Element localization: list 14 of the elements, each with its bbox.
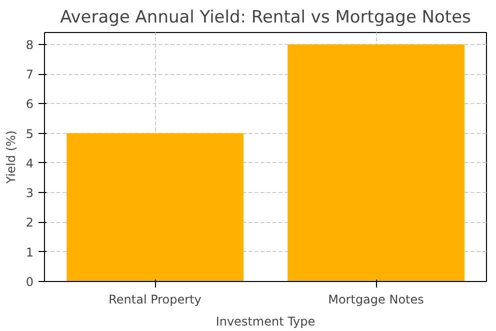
y-tick-label: 4 — [26, 156, 34, 170]
y-tick-label: 3 — [26, 186, 34, 200]
y-tick-label: 8 — [26, 38, 34, 52]
y-tick-label: 7 — [26, 68, 34, 82]
y-tick-label: 2 — [26, 216, 34, 230]
x-tick-label: Rental Property — [108, 292, 202, 306]
x-axis-title: Investment Type — [216, 314, 316, 328]
y-tick-label: 1 — [26, 245, 34, 260]
y-axis-title: Yield (%) — [4, 130, 18, 185]
y-tick-label: 5 — [26, 126, 34, 141]
chart-title: Average Annual Yield: Rental vs Mortgage Notes — [60, 8, 472, 28]
y-tick-label: 0 — [26, 275, 34, 289]
x-tick-label: Mortgage Notes — [328, 292, 424, 306]
y-tick-label: 6 — [26, 97, 34, 112]
